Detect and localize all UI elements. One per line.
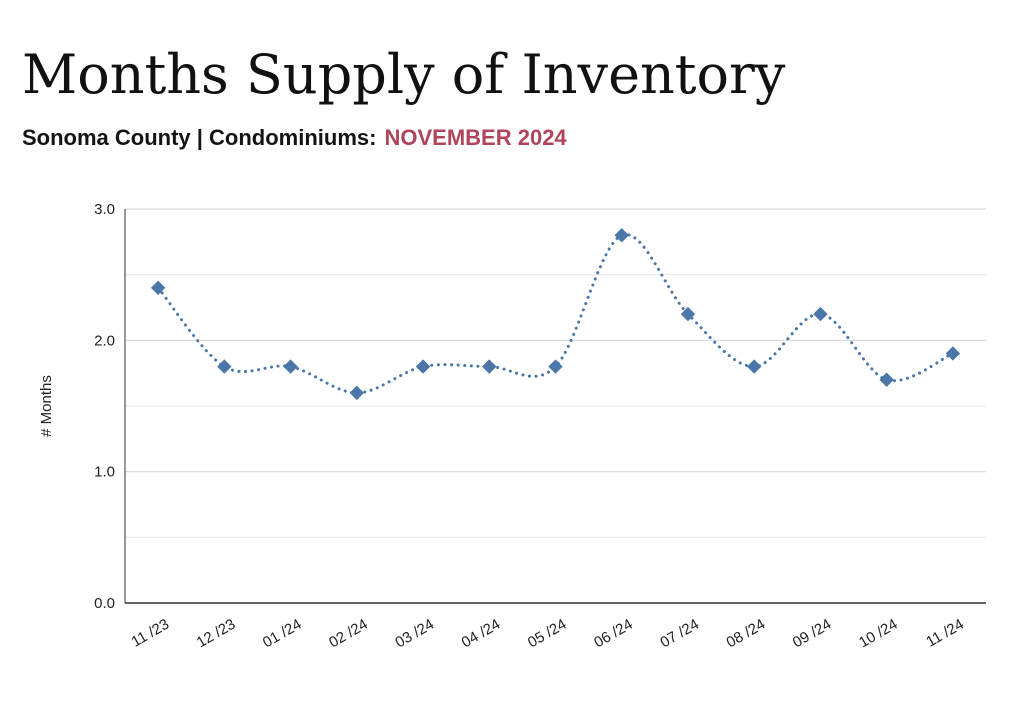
- x-tick-label: 08 /24: [724, 616, 769, 652]
- data-point-marker: [879, 372, 894, 387]
- x-tick-label: 01 /24: [260, 616, 305, 652]
- x-tick-label: 10 /24: [856, 616, 901, 652]
- data-point-marker: [283, 359, 298, 374]
- x-tick-label: 09 /24: [790, 616, 835, 652]
- x-tick-label: 12 /23: [194, 616, 239, 652]
- data-point-marker: [548, 359, 563, 374]
- x-tick-label: 06 /24: [591, 616, 636, 652]
- data-point-marker: [349, 385, 365, 401]
- data-point-marker: [813, 306, 828, 322]
- x-tick-label: 04 /24: [459, 616, 504, 652]
- x-tick-label: 11 /23: [128, 616, 172, 651]
- data-point-marker: [945, 346, 961, 361]
- y-tick-label: 1.0: [94, 464, 115, 481]
- data-point-marker: [217, 359, 232, 374]
- x-tick-label: 11 /24: [923, 616, 967, 651]
- data-point-marker: [415, 359, 431, 374]
- x-tick-label: 07 /24: [657, 616, 702, 652]
- axis-layer: [124, 209, 986, 604]
- y-tick-label: 0.0: [94, 595, 115, 612]
- data-point-marker: [482, 359, 497, 374]
- y-tick-label: 3.0: [94, 201, 115, 218]
- series-layer: [150, 228, 961, 401]
- y-tick-label: 2.0: [94, 332, 115, 349]
- subtitle-location: Sonoma County | Condominiums:: [22, 125, 377, 150]
- page-title: Months Supply of Inventory: [22, 43, 786, 106]
- label-layer: 0.0 1.0 2.0 3.0 # Months 11 /23 12 /23 01 /24 02…: [38, 201, 967, 651]
- report-period: NOVEMBER 2024: [384, 125, 567, 150]
- grid-layer: [125, 208, 986, 538]
- data-point-marker: [680, 306, 696, 322]
- subtitle: Sonoma County | Condominiums: NOVEMBER 20…: [22, 124, 567, 152]
- x-tick-label: 02 /24: [326, 616, 371, 652]
- data-point-marker: [746, 359, 762, 374]
- data-point-marker: [614, 228, 629, 243]
- x-tick-label: 03 /24: [392, 616, 437, 652]
- y-axis-label: # Months: [38, 375, 55, 437]
- x-tick-label: 05 /24: [525, 616, 570, 652]
- data-point-marker: [150, 280, 166, 296]
